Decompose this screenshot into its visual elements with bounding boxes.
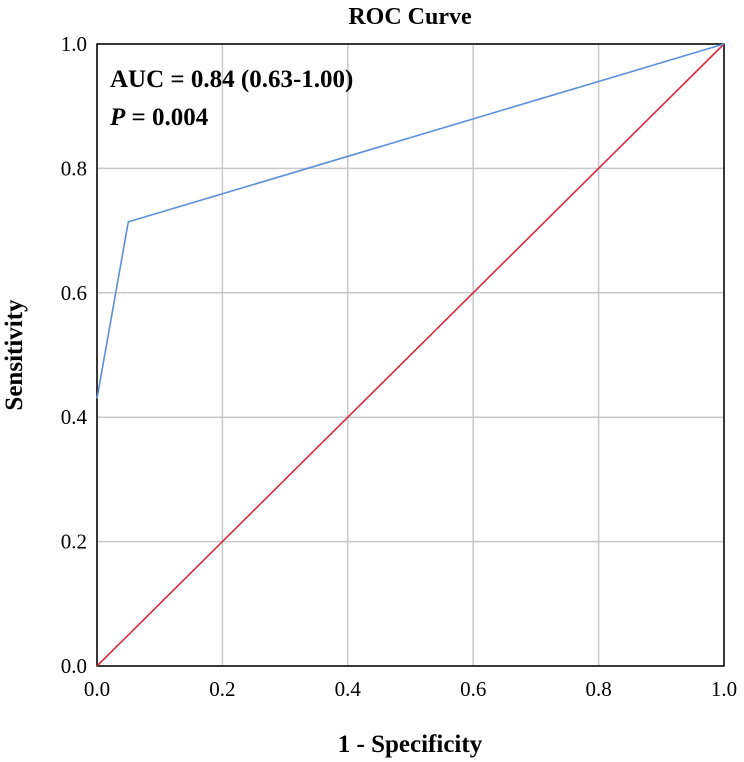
plot-area xyxy=(96,43,725,667)
x-tick-label: 0.0 xyxy=(84,677,110,701)
y-axis-ticks: 0.0 0.2 0.4 0.6 0.8 1.0 xyxy=(61,32,88,678)
y-axis-label: Sensitivity xyxy=(1,299,28,411)
x-tick-label: 0.8 xyxy=(585,677,611,701)
p-value-annotation: P = 0.004 xyxy=(109,104,209,131)
series-group xyxy=(96,43,725,667)
y-tick-label: 0.6 xyxy=(61,281,87,305)
y-tick-label: 0.4 xyxy=(61,405,88,429)
roc-curve-line xyxy=(96,43,725,399)
x-tick-label: 0.4 xyxy=(335,677,362,701)
x-tick-label: 0.6 xyxy=(460,677,486,701)
y-tick-label: 0.0 xyxy=(61,654,87,678)
y-tick-label: 0.2 xyxy=(61,530,87,554)
p-value: = 0.004 xyxy=(125,104,208,131)
y-tick-label: 1.0 xyxy=(61,32,87,56)
p-symbol: P xyxy=(109,104,126,131)
x-axis-label: 1 - Specificity xyxy=(338,731,483,758)
reference-line-line xyxy=(96,43,725,667)
chart-title: ROC Curve xyxy=(348,4,472,30)
y-tick-label: 0.8 xyxy=(61,156,87,180)
x-axis-ticks: 0.0 0.2 0.4 0.6 0.8 1.0 xyxy=(84,677,737,701)
auc-annotation: AUC = 0.84 (0.63-1.00) xyxy=(110,66,353,93)
x-tick-label: 1.0 xyxy=(711,677,737,701)
x-tick-label: 0.2 xyxy=(209,677,235,701)
